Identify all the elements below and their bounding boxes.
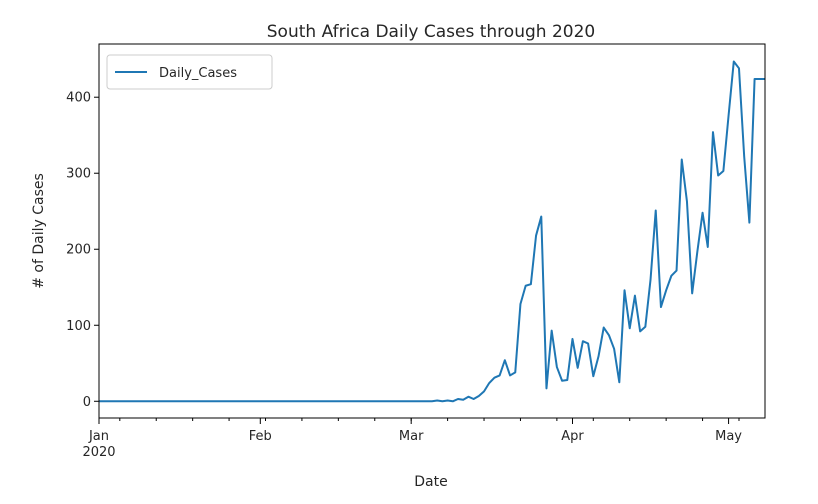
x-tick-label: Apr	[561, 429, 584, 444]
x-tick-label: May	[715, 429, 742, 444]
x-tick-label: Mar	[399, 429, 424, 444]
y-axis-title: # of Daily Cases	[31, 173, 47, 289]
chart-title: South Africa Daily Cases through 2020	[267, 22, 595, 42]
series-layer	[99, 60, 765, 403]
x-tick-label: Feb	[249, 429, 272, 444]
x-tick-label: Jan 2020	[82, 429, 115, 460]
x-axis-title: Date	[414, 474, 447, 490]
y-tick-label: 400	[66, 91, 91, 106]
y-tick-label: 300	[66, 167, 91, 182]
series-line	[99, 60, 765, 403]
legend: Daily_Cases	[106, 54, 273, 90]
y-tick-label: 0	[83, 395, 91, 410]
legend-label: Daily_Cases	[159, 66, 237, 81]
x-axis: Jan 2020 Feb Mar Apr May	[82, 418, 742, 460]
legend-box	[106, 54, 273, 90]
y-tick-label: 100	[66, 319, 91, 334]
plot-frame	[98, 43, 766, 419]
y-axis: 0 100 200 300 400	[66, 91, 99, 410]
y-tick-label: 200	[66, 243, 91, 258]
plot-area	[98, 43, 766, 419]
